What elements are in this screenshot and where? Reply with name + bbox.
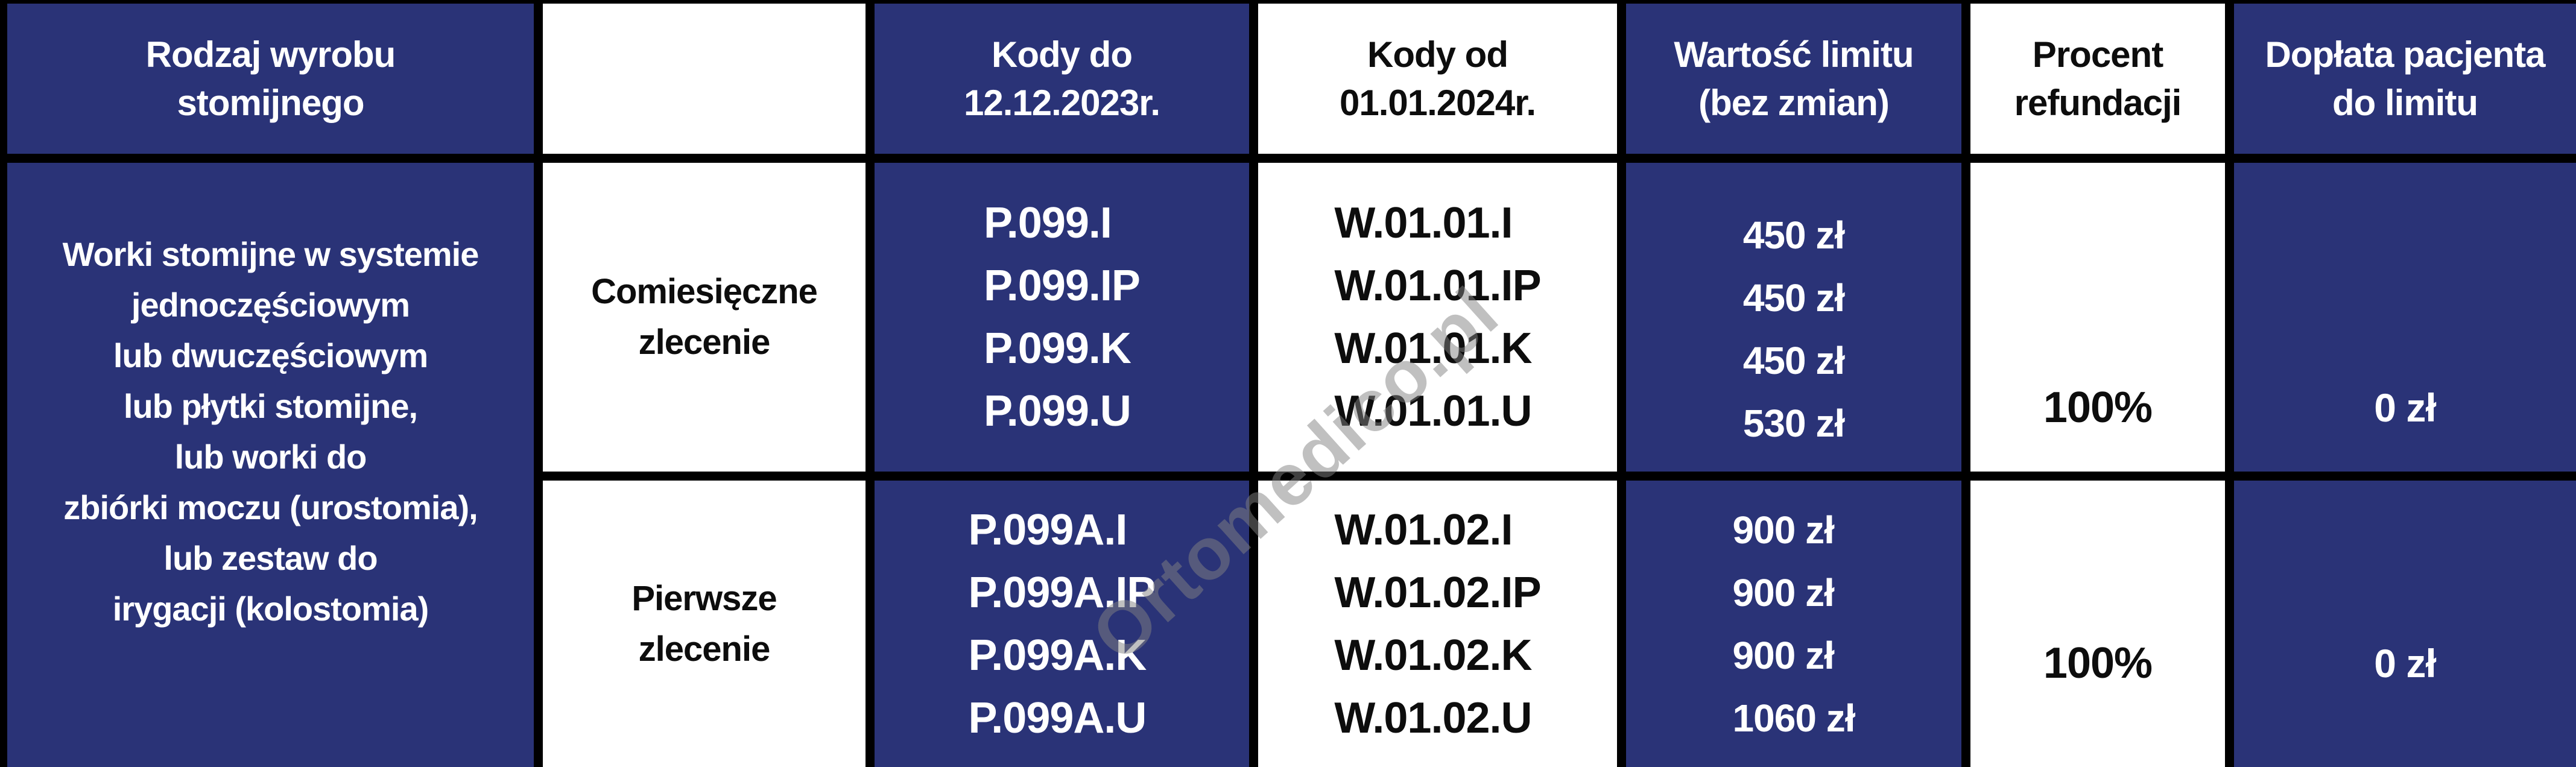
row2-refund-percent: 100%: [2043, 639, 2153, 687]
row2-codes-old-cell: P.099A.I P.099A.IP P.099A.K P.099A.U: [875, 481, 1249, 767]
header-refund-percent-label: Procent refundacji: [2014, 34, 2182, 123]
row1-codes-new: W.01.01.I W.01.01.IP W.01.01.K W.01.01.U: [1334, 199, 1541, 435]
header-refund-percent: Procent refundacji: [1970, 4, 2225, 154]
row1-order-type-cell: Comiesięczne zlecenie: [543, 163, 866, 472]
row2-patient-copay: 0 zł: [2374, 640, 2436, 686]
row1-codes-new-cell: W.01.01.I W.01.01.IP W.01.01.K W.01.01.U: [1258, 163, 1617, 472]
row1-patient-copay: 0 zł: [2374, 385, 2436, 430]
row1-patient-copay-cell: 0 zł: [2234, 163, 2576, 472]
header-patient-copay: Dopłata pacjenta do limitu: [2234, 4, 2576, 154]
header-patient-copay-label: Dopłata pacjenta do limitu: [2265, 34, 2545, 123]
row2-codes-new-cell: W.01.02.I W.01.02.IP W.01.02.K W.01.02.U: [1258, 481, 1617, 767]
row1-codes-old-cell: P.099.I P.099.IP P.099.K P.099.U: [875, 163, 1249, 472]
row1-limit-values: 450 zł 450 zł 450 zł 530 zł: [1742, 213, 1845, 445]
product-description-cell: Worki stomijne w systemie jednoczęściowy…: [7, 163, 534, 767]
row2-limit-values: 900 zł 900 zł 900 zł 1060 zł: [1732, 508, 1856, 740]
row2-limit-values-cell: 900 zł 900 zł 900 zł 1060 zł: [1626, 481, 1961, 767]
row2-codes-old: P.099A.I P.099A.IP P.099A.K P.099A.U: [968, 505, 1156, 742]
row2-order-type-cell: Pierwsze zlecenie: [543, 481, 866, 767]
row2-patient-copay-cell: 0 zł: [2234, 481, 2576, 767]
header-codes-new: Kody od 01.01.2024r.: [1258, 4, 1617, 154]
product-description: Worki stomijne w systemie jednoczęściowy…: [62, 235, 479, 628]
header-codes-old-label: Kody do 12.12.2023r.: [963, 34, 1160, 123]
row1-refund-percent: 100%: [2043, 384, 2153, 432]
header-codes-old: Kody do 12.12.2023r.: [875, 4, 1249, 154]
reimbursement-table: Rodzaj wyrobu stomijnego Kody do 12.12.2…: [7, 4, 2576, 767]
header-codes-new-label: Kody od 01.01.2024r.: [1339, 34, 1536, 123]
header-product-type-label: Rodzaj wyrobu stomijnego: [145, 34, 396, 123]
row2-codes-new: W.01.02.I W.01.02.IP W.01.02.K W.01.02.U: [1334, 505, 1541, 742]
row1-order-type: Comiesięczne zlecenie: [591, 272, 818, 362]
row1-refund-percent-cell: 100%: [1970, 163, 2225, 472]
row2-refund-percent-cell: 100%: [1970, 481, 2225, 767]
header-product-type: Rodzaj wyrobu stomijnego: [7, 4, 534, 154]
header-limit-value: Wartość limitu (bez zmian): [1626, 4, 1961, 154]
row1-codes-old: P.099.I P.099.IP P.099.K P.099.U: [984, 199, 1141, 435]
row1-limit-values-cell: 450 zł 450 zł 450 zł 530 zł: [1626, 163, 1961, 472]
row2-order-type: Pierwsze zlecenie: [631, 578, 777, 669]
header-order-type-empty: [543, 4, 866, 154]
header-limit-value-label: Wartość limitu (bez zmian): [1674, 34, 1914, 123]
